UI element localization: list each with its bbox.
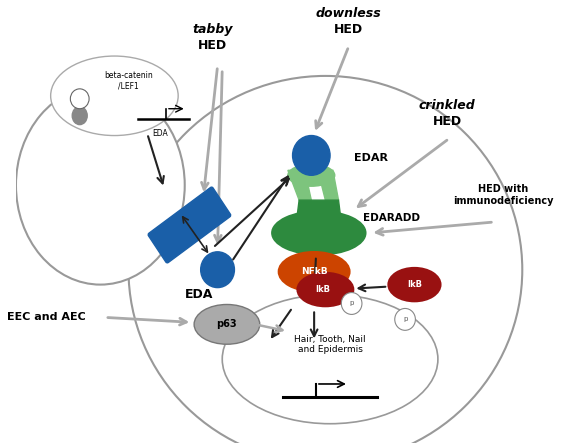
Text: HED with
immunodeficiency: HED with immunodeficiency bbox=[454, 184, 554, 206]
Text: HED: HED bbox=[433, 115, 462, 128]
Circle shape bbox=[201, 252, 234, 288]
Polygon shape bbox=[288, 170, 311, 200]
Text: HED: HED bbox=[334, 23, 364, 36]
Text: p: p bbox=[403, 317, 407, 322]
Ellipse shape bbox=[16, 86, 185, 285]
Text: NFkB: NFkB bbox=[301, 267, 328, 276]
Ellipse shape bbox=[288, 164, 335, 186]
Polygon shape bbox=[296, 200, 342, 230]
Text: downless: downless bbox=[316, 7, 382, 20]
Ellipse shape bbox=[222, 294, 438, 424]
Text: p63: p63 bbox=[216, 319, 237, 329]
FancyBboxPatch shape bbox=[148, 187, 231, 263]
Text: p: p bbox=[350, 301, 354, 306]
Text: EDAR: EDAR bbox=[353, 153, 388, 163]
Text: IkB: IkB bbox=[315, 285, 330, 294]
Ellipse shape bbox=[194, 305, 260, 344]
Ellipse shape bbox=[51, 56, 178, 135]
Text: EDA: EDA bbox=[184, 288, 213, 301]
Circle shape bbox=[70, 89, 89, 109]
Ellipse shape bbox=[72, 107, 87, 125]
Text: EDA: EDA bbox=[152, 129, 167, 138]
Ellipse shape bbox=[272, 211, 366, 255]
Text: IkB: IkB bbox=[407, 280, 422, 289]
Text: EEC and AEC: EEC and AEC bbox=[7, 313, 85, 322]
Circle shape bbox=[341, 293, 362, 314]
Ellipse shape bbox=[129, 76, 522, 444]
Ellipse shape bbox=[297, 273, 353, 306]
Circle shape bbox=[395, 309, 415, 330]
Text: tabby: tabby bbox=[193, 23, 233, 36]
Polygon shape bbox=[318, 170, 338, 200]
Text: beta-catenin
/LEF1: beta-catenin /LEF1 bbox=[104, 71, 153, 91]
Text: EDARADD: EDARADD bbox=[363, 213, 420, 223]
Text: crinkled: crinkled bbox=[419, 99, 475, 112]
Text: HED: HED bbox=[198, 39, 228, 52]
Text: Hair, Tooth, Nail
and Epidermis: Hair, Tooth, Nail and Epidermis bbox=[294, 334, 366, 354]
Ellipse shape bbox=[279, 252, 350, 292]
Ellipse shape bbox=[388, 268, 441, 301]
Circle shape bbox=[293, 135, 330, 175]
